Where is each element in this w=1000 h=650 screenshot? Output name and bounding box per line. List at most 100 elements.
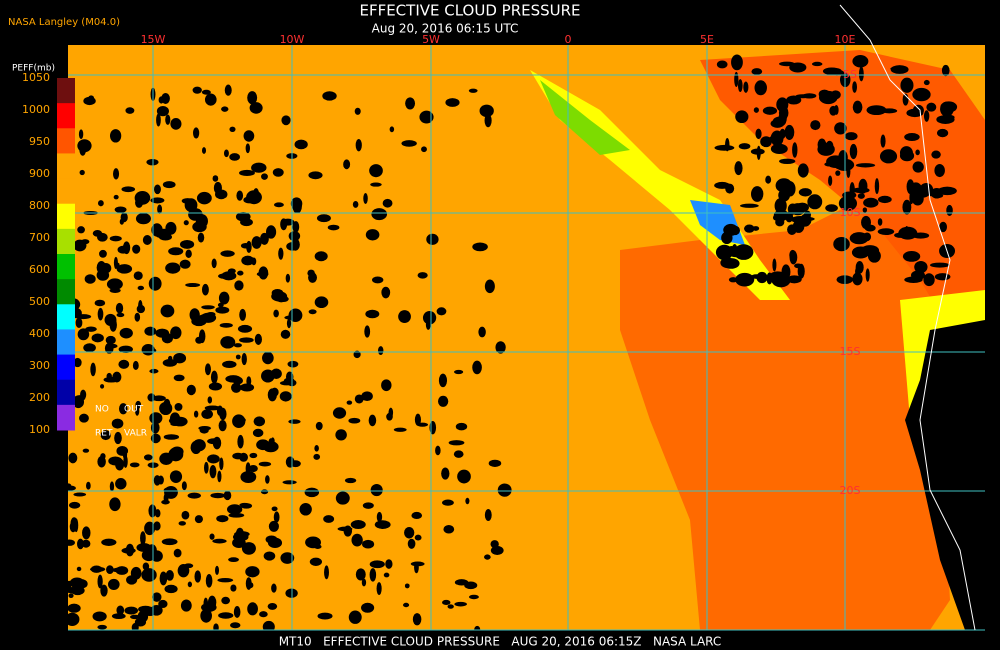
clear-patch <box>779 128 786 139</box>
clear-patch <box>229 153 241 161</box>
clear-patch <box>252 428 264 438</box>
clear-patch <box>114 431 122 445</box>
clear-patch <box>239 452 248 462</box>
clear-patch <box>159 401 173 416</box>
clear-patch <box>97 455 106 468</box>
clear-patch <box>937 186 957 196</box>
clear-patch <box>852 55 869 68</box>
clear-patch <box>857 193 865 199</box>
clear-patch <box>941 64 950 77</box>
clear-patch <box>370 484 383 497</box>
clear-patch <box>119 327 133 339</box>
clear-patch <box>881 108 898 114</box>
clear-patch <box>154 184 161 195</box>
clear-patch <box>786 275 802 284</box>
clear-patch <box>381 379 392 392</box>
clear-patch <box>278 247 284 260</box>
clear-patch <box>215 306 230 314</box>
clear-patch <box>786 95 802 105</box>
clear-patch <box>97 624 107 630</box>
clear-patch <box>170 117 182 130</box>
clear-patch <box>314 445 319 452</box>
clear-patch <box>81 539 91 548</box>
latitude-label: 20S <box>840 484 861 497</box>
clear-patch <box>337 526 353 532</box>
clear-patch <box>750 274 763 279</box>
clear-patch <box>208 382 223 391</box>
clear-patch <box>211 258 217 269</box>
clear-patch <box>817 138 827 151</box>
clear-patch <box>109 129 122 143</box>
clear-patch <box>237 434 244 449</box>
clear-patch <box>187 581 193 588</box>
clear-patch <box>730 225 741 236</box>
clear-patch <box>845 198 852 210</box>
clear-patch <box>404 583 410 589</box>
clear-patch <box>140 531 146 546</box>
legend-note: RET <box>95 429 113 439</box>
clear-patch <box>779 158 796 165</box>
clear-patch <box>405 97 416 110</box>
clear-patch <box>350 520 366 530</box>
clear-patch <box>111 567 128 573</box>
clear-patch <box>213 623 219 633</box>
clear-patch <box>902 199 912 215</box>
clear-patch <box>834 122 847 135</box>
clear-patch <box>376 511 383 523</box>
clear-patch <box>258 461 272 467</box>
clear-patch <box>272 168 284 177</box>
clear-patch <box>239 502 250 508</box>
clear-patch <box>125 107 135 114</box>
clear-patch <box>157 204 163 214</box>
clear-patch <box>775 217 785 227</box>
clear-patch <box>497 483 512 497</box>
clear-patch <box>931 150 941 159</box>
clear-patch <box>170 421 181 426</box>
clear-patch <box>107 343 118 349</box>
clear-patch <box>835 170 841 176</box>
clear-patch <box>285 273 291 283</box>
clear-patch <box>181 510 190 520</box>
clear-patch <box>353 350 361 359</box>
clear-patch <box>930 262 950 268</box>
legend-swatch <box>57 304 75 330</box>
clear-patch <box>216 405 224 416</box>
clear-patch <box>488 459 502 467</box>
clear-sky <box>60 54 958 634</box>
clear-patch <box>308 171 323 180</box>
clear-patch <box>144 454 153 461</box>
clear-patch <box>132 244 141 254</box>
clear-patch <box>259 611 268 618</box>
clear-patch <box>890 65 909 74</box>
clear-patch <box>368 414 377 427</box>
clear-patch <box>146 158 159 166</box>
clear-patch <box>785 211 794 223</box>
clear-patch <box>267 602 278 610</box>
clear-patch <box>308 272 317 283</box>
clear-patch <box>134 312 141 322</box>
clear-patch <box>224 84 232 96</box>
clear-patch <box>92 611 107 622</box>
clear-patch <box>286 318 292 329</box>
clear-patch <box>448 440 465 446</box>
clear-patch <box>248 582 254 589</box>
clear-patch <box>402 602 410 608</box>
clear-patch <box>114 206 127 213</box>
clear-patch <box>99 249 107 258</box>
clear-patch <box>118 359 130 369</box>
clear-patch <box>936 115 955 124</box>
clear-patch <box>389 126 395 133</box>
clear-patch <box>60 485 76 491</box>
clear-patch <box>906 179 915 195</box>
clear-patch <box>153 521 161 531</box>
clear-patch <box>161 538 178 546</box>
clear-patch <box>79 142 87 156</box>
clear-patch <box>195 214 208 229</box>
clear-patch <box>714 144 735 151</box>
clear-patch <box>220 336 236 349</box>
clear-patch <box>411 511 423 520</box>
clear-patch <box>770 143 788 154</box>
legend-level: 500 <box>29 295 50 308</box>
clear-patch <box>231 382 242 393</box>
clear-patch <box>900 77 914 93</box>
